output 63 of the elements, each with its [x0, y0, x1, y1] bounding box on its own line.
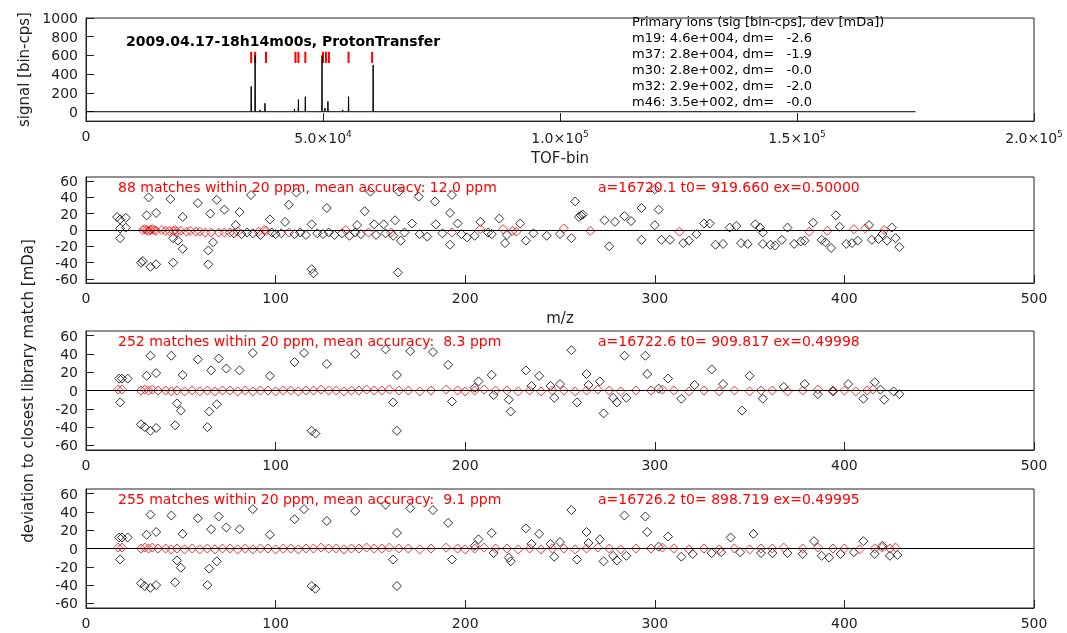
x-tick-label: 0	[81, 290, 91, 307]
y-tick-label: 0	[69, 103, 78, 120]
annotation: m30: 2.8e+002, dm= -0.0	[632, 62, 812, 77]
x-tick-label: 300	[641, 290, 669, 307]
y-tick-label: -20	[55, 558, 78, 575]
y-tick-label: 40	[60, 345, 78, 362]
y-tick-label: -40	[55, 577, 78, 594]
x-tick-label: 300	[641, 457, 669, 473]
y-tick-label: 20	[60, 205, 78, 222]
y-tick-label: 800	[51, 28, 78, 45]
x-tick-label: 400	[831, 457, 858, 473]
annotation: m32: 2.9e+002, dm= -2.0	[632, 78, 812, 93]
y-tick-label: -20	[55, 238, 78, 255]
y-tick-label: 20	[60, 522, 78, 539]
y-tick-label: -60	[55, 271, 78, 288]
x-tick-label: 200	[451, 290, 479, 307]
x-tick-label: 300	[641, 615, 669, 631]
y-tick-label: -60	[55, 437, 78, 454]
annotation: a=16720.1 t0= 919.660 ex=0.50000	[597, 179, 860, 195]
y-axis-title: deviation to closest library match [mDa]	[18, 238, 37, 543]
y-tick-label: 60	[60, 485, 78, 502]
annotation: m46: 3.5e+002, dm= -0.0	[632, 94, 812, 109]
y-tick-label: 60	[60, 173, 78, 190]
y-tick-label: 0	[69, 222, 78, 239]
y-tick-label: 40	[60, 189, 78, 206]
x-tick-label: 200	[451, 615, 479, 631]
y-tick-label: 1000	[42, 10, 78, 26]
annotation: m37: 2.8e+004, dm= -1.9	[632, 46, 812, 61]
x-tick-label: 100	[262, 290, 289, 307]
y-tick-label: 0	[69, 382, 78, 399]
y-tick-label: 200	[51, 84, 78, 101]
x-tick-label: 0	[81, 457, 91, 473]
x-tick-label: 100	[262, 615, 289, 631]
y-tick-label: -40	[55, 419, 78, 436]
annotation: m19: 4.6e+004, dm= -2.6	[632, 30, 812, 45]
x-tick-label: 0	[81, 615, 91, 631]
y-tick-label: 600	[51, 47, 78, 64]
y-tick-label: 40	[60, 503, 78, 520]
y-tick-label: -20	[55, 400, 78, 417]
x-tick-label: 500	[1020, 457, 1048, 473]
annotation: 252 matches within 20 ppm, mean accuracy: 8.3 ppm	[118, 333, 502, 349]
x-tick-label: 400	[831, 615, 858, 631]
y-tick-label: 400	[51, 66, 78, 83]
annotation: 88 matches within 20 ppm, mean accuracy: 12.0 ppm	[118, 179, 497, 195]
x-tick-label: 400	[831, 290, 858, 307]
y-tick-label: 60	[60, 327, 78, 344]
x-axis-title: m/z	[546, 308, 574, 327]
x-tick-label: 500	[1020, 290, 1048, 307]
y-tick-label: -60	[55, 595, 78, 612]
x-tick-label: 0	[81, 128, 91, 145]
annotation: Primary ions (sig [bin-cps], dev [mDa])	[632, 14, 885, 29]
x-tick-label: 200	[451, 457, 479, 473]
y-tick-label: -40	[55, 254, 78, 271]
annotation: 255 matches within 20 ppm, mean accuracy: 9.1 ppm	[118, 491, 502, 507]
x-axis-title: TOF-bin	[529, 148, 590, 167]
annotation: a=16726.2 t0= 898.719 ex=0.49995	[597, 491, 860, 507]
x-tick-label: 500	[1020, 615, 1048, 631]
y-tick-label: 0	[69, 540, 78, 557]
y-axis-title: signal [bin-cps]	[14, 12, 33, 128]
x-tick-label: 100	[262, 457, 289, 473]
annotation: 2009.04.17-18h14m00s, ProtonTransfer	[126, 33, 441, 49]
y-tick-label: 20	[60, 364, 78, 381]
annotation: a=16722.6 t0= 909.817 ex=0.49998	[597, 333, 860, 349]
